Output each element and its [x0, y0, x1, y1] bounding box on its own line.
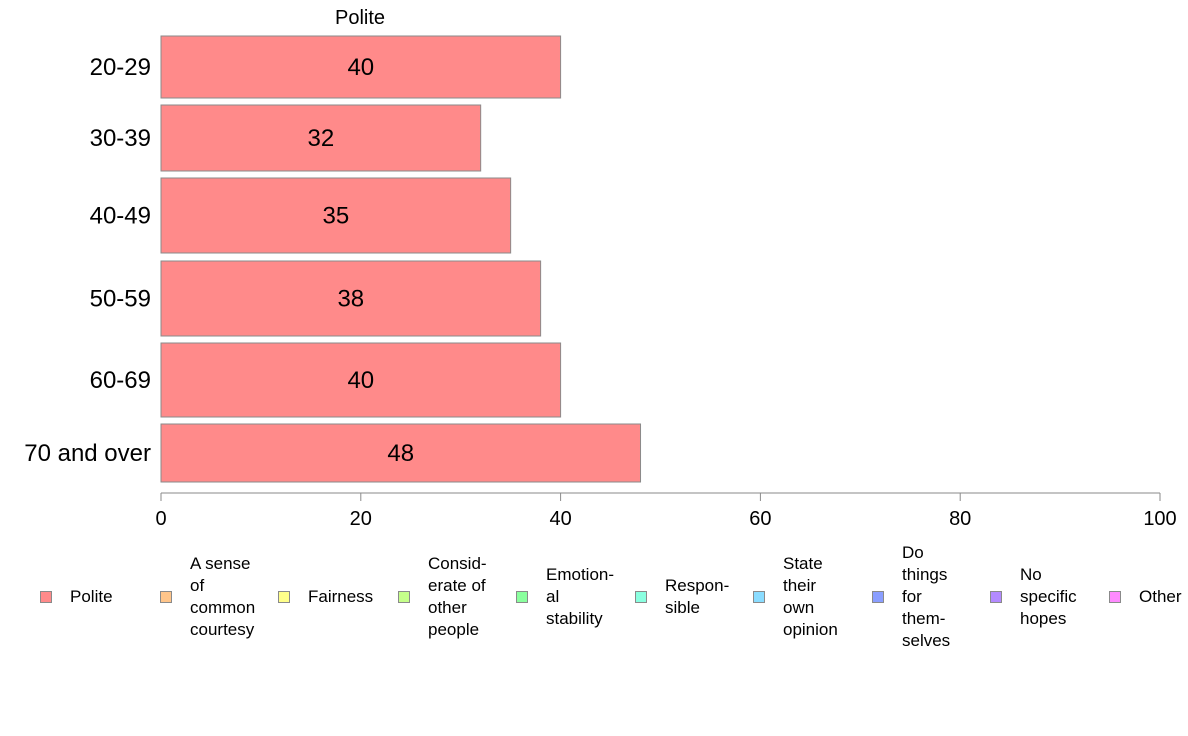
bar-40-49: [160, 177, 512, 254]
category-label: 60-69: [90, 367, 151, 394]
legend-item: Emotion- al stability: [516, 540, 614, 653]
legend-item: Fairness: [278, 540, 373, 653]
x-tick-label: 0: [155, 508, 166, 530]
legend-label: Polite: [70, 586, 113, 606]
category-label: 40-49: [90, 203, 151, 230]
bar-30-39: [160, 104, 482, 172]
bar-chart: Polite 20-29 40 30-39 32 40-49 35 50-59 38 60-69…: [24, 7, 1177, 530]
bar-value-label: 32: [307, 125, 334, 152]
x-tick-label: 100: [1143, 508, 1176, 530]
bar-60-69: [160, 342, 562, 418]
legend-item: A sense of common courtesy: [160, 540, 255, 653]
legend-item: Respon- sible: [635, 540, 729, 653]
category-label: 70 and over: [24, 440, 151, 467]
legend-label: Do things for them- selves: [902, 542, 951, 650]
legend-label: Other: [1139, 586, 1182, 606]
legend-item: Other: [1109, 540, 1182, 653]
legend-swatch: [1109, 590, 1121, 603]
legend-label: A sense of common courtesy: [190, 553, 256, 639]
x-tick-label: 80: [949, 508, 971, 530]
legend-label: No specific hopes: [1020, 564, 1077, 628]
legend-item: No specific hopes: [990, 540, 1077, 653]
legend-swatch: [40, 590, 52, 603]
bar-50-59: [160, 260, 542, 337]
bar-70-and-over: [160, 423, 642, 483]
legend-swatch: [516, 590, 528, 603]
category-label: 50-59: [90, 286, 151, 313]
legend-label: Fairness: [308, 586, 374, 606]
category-label: 30-39: [90, 125, 151, 152]
legend-label: Respon- sible: [665, 575, 730, 617]
legend-label: State their own opinion: [783, 553, 838, 639]
bar-value-label: 48: [387, 440, 414, 467]
legend-swatch: [990, 590, 1002, 603]
x-axis: 0 20 40 60 80 100: [155, 492, 1177, 530]
legend-item: Do things for them- selves: [872, 540, 950, 653]
x-tick-label: 20: [350, 508, 372, 530]
category-label: 20-29: [90, 54, 151, 81]
bar-value-label: 40: [347, 367, 374, 394]
chart-title: Polite: [335, 7, 385, 29]
legend-swatch: [753, 590, 765, 603]
bars-group: 20-29 40 30-39 32 40-49 35 50-59 38 60-69 40 70 an…: [24, 35, 642, 483]
legend-label: Emotion- al stability: [546, 564, 615, 628]
legend-item: Consid- erate of other people: [398, 540, 487, 653]
legend-swatch: [160, 590, 172, 603]
bar-20-29: [160, 35, 562, 99]
bar-value-label: 35: [322, 203, 349, 230]
legend: Polite A sense of common courtesy Fairness…: [0, 540, 1188, 660]
bar-value-label: 40: [347, 54, 374, 81]
legend-label: Consid- erate of other people: [428, 553, 487, 639]
x-tick-label: 40: [549, 508, 571, 530]
legend-swatch: [635, 590, 647, 603]
legend-item: State their own opinion: [753, 540, 838, 653]
x-tick-label: 60: [749, 508, 771, 530]
bar-value-label: 38: [337, 286, 364, 313]
legend-swatch: [872, 590, 884, 603]
legend-swatch: [278, 590, 290, 603]
legend-swatch: [398, 590, 410, 603]
legend-item: Polite: [40, 540, 113, 653]
